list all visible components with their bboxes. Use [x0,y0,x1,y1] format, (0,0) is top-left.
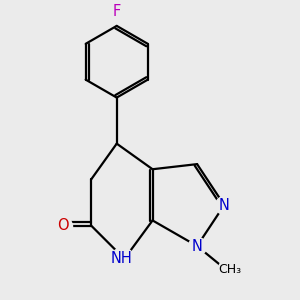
Text: O: O [57,218,69,233]
Text: N: N [192,238,203,253]
Text: NH: NH [111,251,133,266]
Text: CH₃: CH₃ [218,262,241,276]
Text: F: F [112,4,121,19]
Text: N: N [219,198,230,213]
